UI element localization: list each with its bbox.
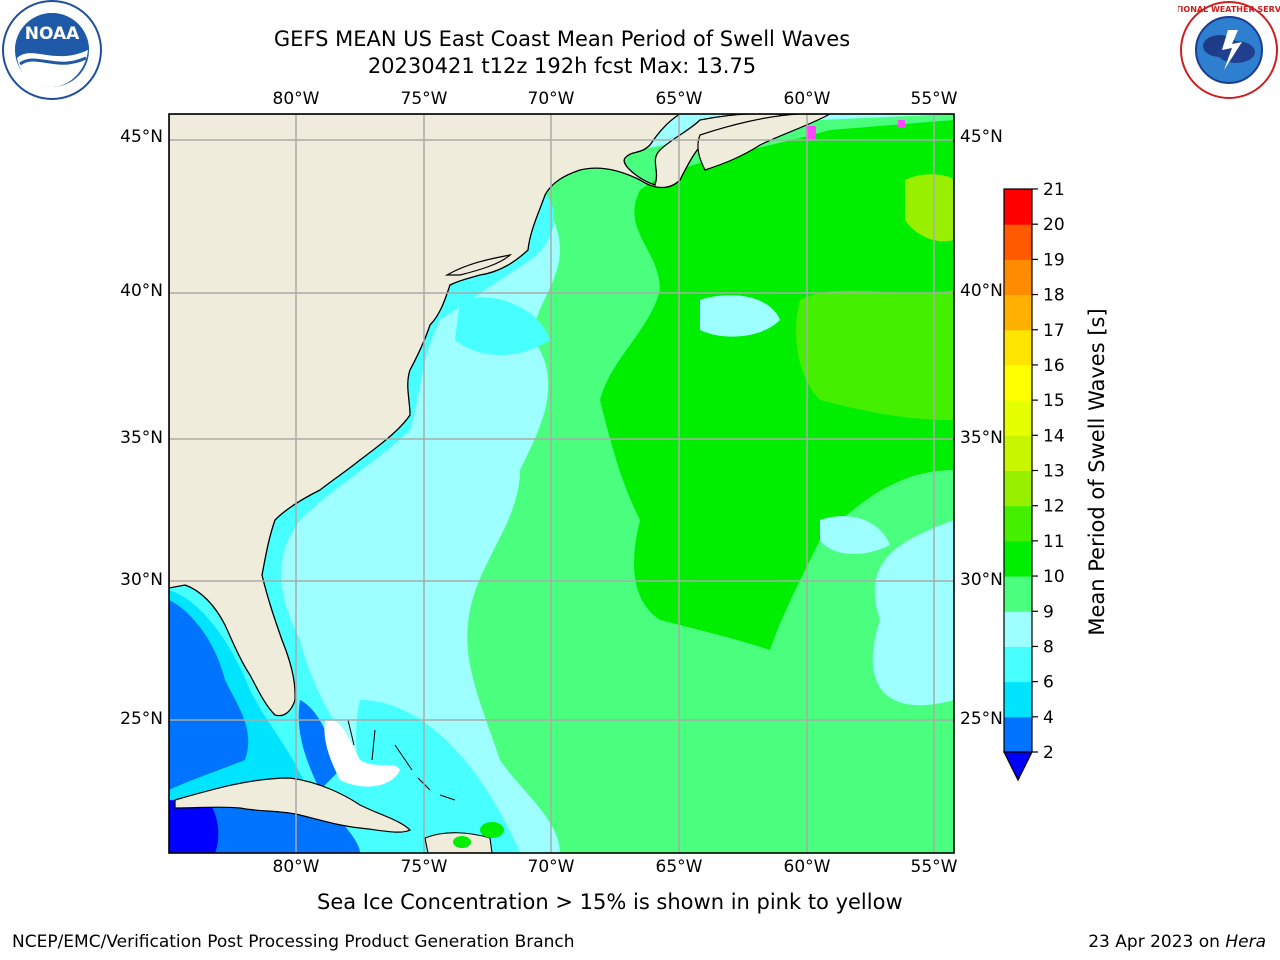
colorbar-segment xyxy=(1004,681,1032,718)
colorbar-segment xyxy=(1004,716,1032,753)
colorbar-tick-label: 19 xyxy=(1043,250,1065,270)
lon-label-top-65w: 65°W xyxy=(655,89,703,109)
bahamas-islands xyxy=(347,719,456,801)
cuba xyxy=(174,777,412,833)
noaa-logo: NOAA xyxy=(2,0,102,100)
lon-label-bottom-80w: 80°W xyxy=(272,857,320,877)
colorbar-tick-label: 15 xyxy=(1043,391,1065,411)
period-9-10-east-band xyxy=(760,697,954,853)
period-12-13-region xyxy=(905,174,954,242)
lat-label-right-45n: 45°N xyxy=(960,127,1003,147)
period-8-9-patch xyxy=(700,295,780,337)
credit-line: NCEP/EMC/Verification Post Processing Pr… xyxy=(12,932,575,952)
colorbar-segment xyxy=(1004,540,1032,577)
colorbar-tick-label: 11 xyxy=(1043,532,1065,552)
colorbar-tick-label: 9 xyxy=(1043,602,1054,622)
lat-label-left-30n: 30°N xyxy=(120,570,163,590)
colorbar-tick-label: 16 xyxy=(1043,356,1065,376)
long-island xyxy=(444,253,513,276)
colorbar-segment xyxy=(1004,329,1032,366)
lon-label-top-75w: 75°W xyxy=(400,89,448,109)
colorbar-tick-label: 21 xyxy=(1043,180,1065,200)
colorbar-segment xyxy=(1004,470,1032,507)
lon-label-top-80w: 80°W xyxy=(272,89,320,109)
lon-label-bottom-75w: 75°W xyxy=(400,857,448,877)
period-10-11-region xyxy=(600,120,954,650)
noaa-logo-text: NOAA xyxy=(25,24,80,44)
colorbar-label: Mean Period of Swell Waves [s] xyxy=(1085,308,1109,636)
nws-logo: NATIONAL WEATHER SERVICE xyxy=(1178,1,1280,99)
period-6-8-south-band xyxy=(356,700,520,853)
lat-label-right-35n: 35°N xyxy=(960,428,1003,448)
colorbar-segment xyxy=(1004,224,1032,260)
run-host: Hera xyxy=(1225,932,1266,952)
lon-label-bottom-60w: 60°W xyxy=(783,857,831,877)
lon-label-bottom-70w: 70°W xyxy=(527,857,575,877)
sea-ice-spot xyxy=(898,120,905,127)
graticule xyxy=(169,114,954,853)
sea-ice-note: Sea Ice Concentration > 15% is shown in … xyxy=(317,890,903,914)
colorbar-segment xyxy=(1004,646,1032,683)
colorbar-segment xyxy=(1004,364,1032,401)
sea-ice-spot xyxy=(806,126,816,140)
lon-label-top-55w: 55°W xyxy=(910,89,958,109)
run-date: 23 Apr 2023 on Hera xyxy=(1088,932,1266,952)
colorbar-segment xyxy=(1004,294,1032,331)
period-8-9-patch-south xyxy=(820,516,890,555)
colorbar-extend-arrow xyxy=(1003,751,1033,782)
lat-label-right-30n: 30°N xyxy=(960,570,1003,590)
lat-label-left-45n: 45°N xyxy=(120,127,163,147)
period-2-4-florida-straits xyxy=(298,700,340,790)
bahamas-bank xyxy=(324,719,400,787)
us-mainland xyxy=(169,114,781,717)
period-2-4-gulf xyxy=(169,600,249,790)
colorbar-segment xyxy=(1004,189,1032,225)
colorbar-tick-label: 12 xyxy=(1043,497,1065,517)
nws-logo-text: NATIONAL WEATHER SERVICE xyxy=(1178,5,1280,14)
colorbar-tick-label: 18 xyxy=(1043,286,1065,306)
lat-label-left-25n: 25°N xyxy=(120,709,163,729)
lon-label-top-70w: 70°W xyxy=(527,89,575,109)
colorbar-tick-label: 6 xyxy=(1043,673,1054,693)
lat-label-left-35n: 35°N xyxy=(120,428,163,448)
colorbar-tick-label: 2 xyxy=(1043,743,1054,763)
colorbar-tick-label: 10 xyxy=(1043,567,1065,587)
colorbar-segment xyxy=(1004,611,1032,647)
island-patch xyxy=(453,836,471,848)
colorbar-tick-label: 8 xyxy=(1043,637,1054,657)
lat-label-left-40n: 40°N xyxy=(120,281,163,301)
colorbar-segment xyxy=(1004,259,1032,296)
colorbar-segment xyxy=(1004,400,1032,436)
forecast-subtitle: 20230421 t12z 192h fcst Max: 13.75 xyxy=(367,54,757,78)
colorbar-tick-label: 13 xyxy=(1043,462,1065,482)
map-frame xyxy=(168,113,955,854)
colorbar-segment xyxy=(1004,435,1032,471)
lon-label-top-60w: 60°W xyxy=(783,89,831,109)
colorbar-tick-label: 17 xyxy=(1043,321,1065,341)
run-date-text: 23 Apr 2023 on xyxy=(1088,932,1226,952)
period-6-8-offshore xyxy=(455,297,550,355)
chart-title: GEFS MEAN US East Coast Mean Period of S… xyxy=(273,27,851,51)
colorbar-tick-label: 14 xyxy=(1043,426,1065,446)
colorbar-segment xyxy=(1004,505,1032,542)
colorbar-tick-label: 20 xyxy=(1043,215,1065,235)
lat-label-right-25n: 25°N xyxy=(960,709,1003,729)
island-patch xyxy=(480,822,504,838)
lat-label-right-40n: 40°N xyxy=(960,281,1003,301)
period-11-12-region xyxy=(796,290,954,420)
lon-label-bottom-55w: 55°W xyxy=(910,857,958,877)
colorbar-segment xyxy=(1004,576,1032,612)
lon-label-bottom-65w: 65°W xyxy=(655,857,703,877)
period-below-2-caribbean xyxy=(169,800,219,853)
colorbar-tick-label: 4 xyxy=(1043,708,1054,728)
